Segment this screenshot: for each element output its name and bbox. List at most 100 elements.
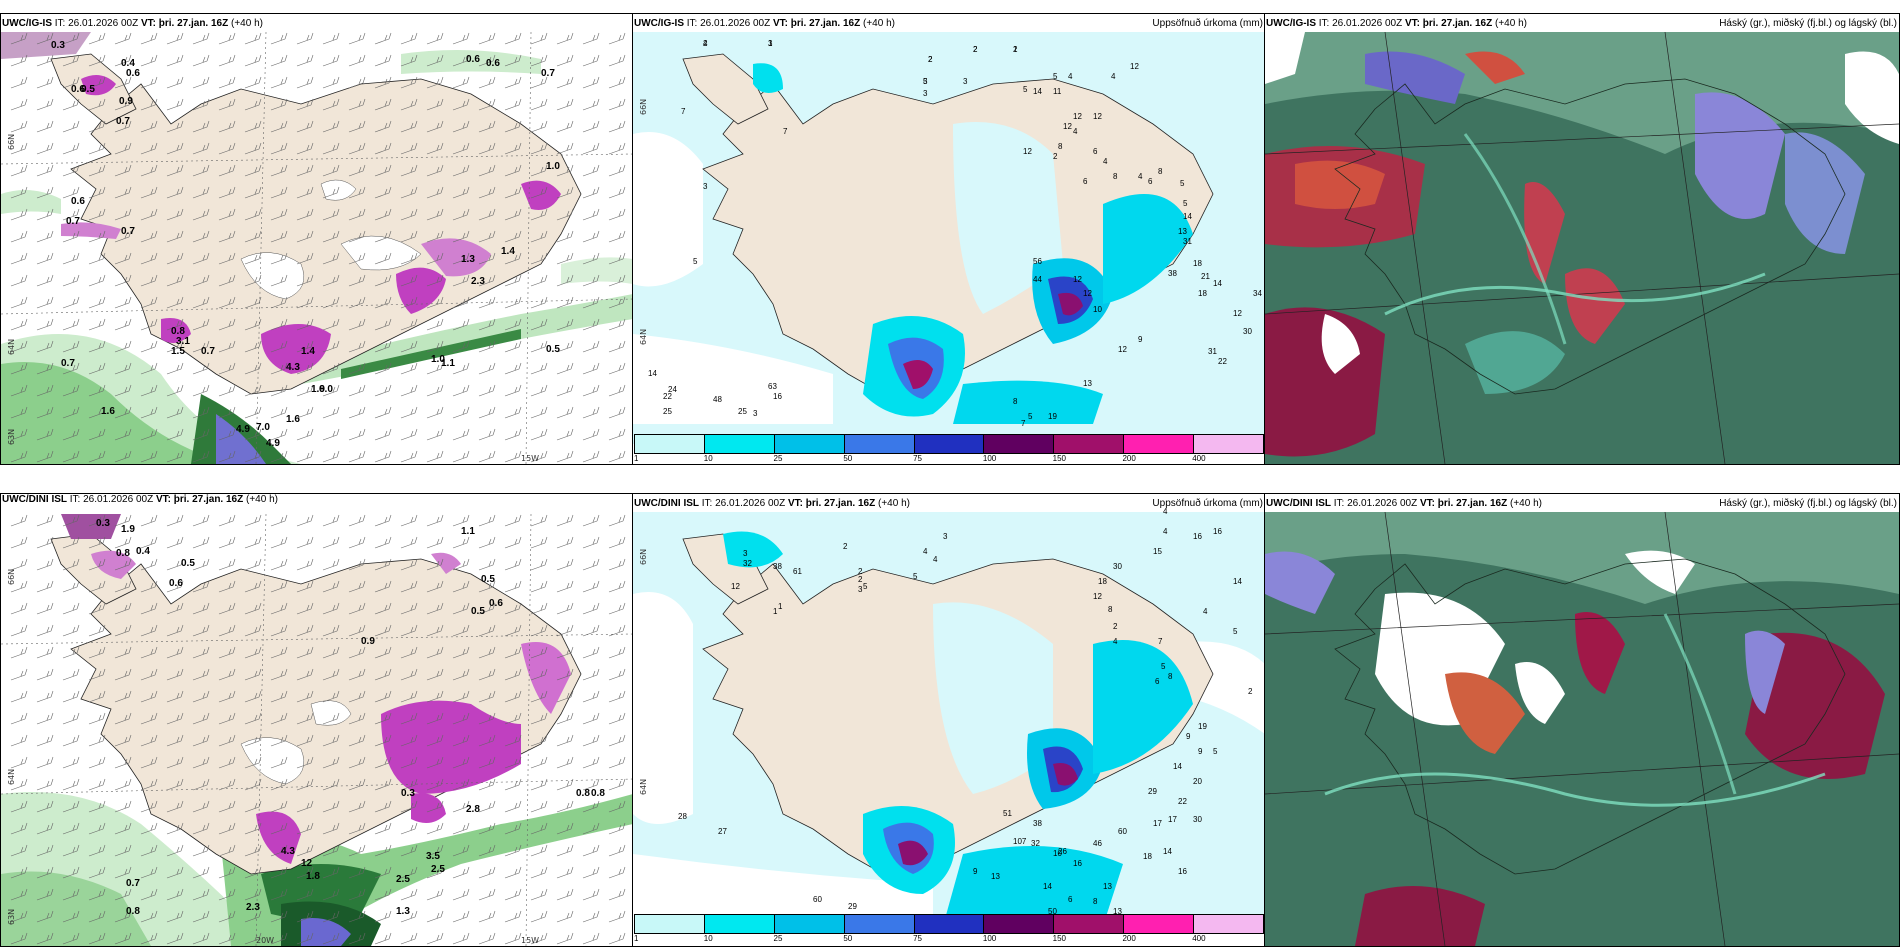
colorbar-tick-label: 10 <box>703 454 713 463</box>
map-value-label: 107 <box>1013 837 1027 846</box>
colorbar-swatch <box>984 435 1055 453</box>
field-title: Háský (gr.), miðský (fj.bl.) og lágský (… <box>1719 498 1897 509</box>
panel-header: UWC/IG-IS IT: 26.01.2026 00Z VT: þri. 27… <box>634 18 895 30</box>
svg-text:66N: 66N <box>639 99 648 115</box>
colorbar-tick-label: 10 <box>703 934 713 943</box>
map-value-label: 1 <box>768 39 773 48</box>
map-value-label: 29 <box>1148 787 1157 796</box>
map-value-label: 0.7 <box>116 116 130 127</box>
map-value-label: 0.6 <box>126 68 140 79</box>
map-value-label: 63 <box>768 382 777 391</box>
map-value-label: 12 <box>1233 309 1242 318</box>
valid-label: VT: <box>155 494 171 505</box>
map-value-label: 3 <box>943 532 948 541</box>
model-name: UWC/DINI ISL <box>2 494 67 505</box>
map-value-label: 38 <box>773 562 782 571</box>
valid-time: þri. 27.jan. 16Z <box>173 494 244 505</box>
colorbar-ticks: 1 10 25 50 75 100 150 200 400 <box>634 454 1262 464</box>
map-value-label: 0.6 <box>489 598 503 609</box>
colorbar-tick-label: 200 <box>1122 934 1136 943</box>
init-time: IT: 26.01.2026 00Z <box>1318 18 1403 29</box>
map-value-label: 13 <box>1113 907 1122 916</box>
colorbar-swatch <box>844 435 915 453</box>
map-value-label: 11 <box>1053 87 1062 96</box>
map-value-label: 15 <box>1153 547 1162 556</box>
map-value-label: 1.0 <box>431 354 445 365</box>
map-value-label: 3 <box>703 182 708 191</box>
map-value-label: 1.9 <box>121 524 135 535</box>
map-value-label: 0.7 <box>126 878 140 889</box>
field-title: Háský (gr.), miðský (fj.bl.) og lágský (… <box>1719 18 1897 29</box>
colorbar-swatch <box>774 915 845 933</box>
colorbar <box>634 434 1264 454</box>
map-value-label: 5 <box>863 582 868 591</box>
map-value-label: 32 <box>743 559 752 568</box>
map-value-label: 1.8 <box>306 871 320 882</box>
map-value-label: 7.0 <box>256 422 270 433</box>
map-value-label: 1.6 <box>101 406 115 417</box>
valid-time: þri. 27.jan. 16Z <box>158 18 229 29</box>
panel-top-mid: UWC/IG-IS IT: 26.01.2026 00Z VT: þri. 27… <box>632 13 1266 465</box>
map-value-label: 1.4 <box>501 246 515 257</box>
colorbar-tick-label: 75 <box>913 454 923 463</box>
lead-time: (+40 h) <box>1495 18 1527 29</box>
map-value-label: 5 <box>1161 662 1166 671</box>
colorbar-swatch <box>1194 435 1264 453</box>
map-value-label: 1 <box>1013 45 1018 54</box>
map-value-label: 2.8 <box>466 804 480 815</box>
map-value-label: 16 <box>1213 527 1222 536</box>
colorbar-swatch <box>1054 915 1125 933</box>
map-value-label: 6 <box>1093 147 1098 156</box>
map-value-label: 0.3 <box>51 40 65 51</box>
map-value-label: 18 <box>1193 259 1202 268</box>
panel-top-left: UWC/IG-IS IT: 26.01.2026 00Z VT: þri. 27… <box>0 13 634 465</box>
map-value-label: 8 <box>1168 672 1173 681</box>
map-value-label: 12 <box>1093 592 1102 601</box>
panel-header: UWC/DINI ISL IT: 26.01.2026 00Z VT: þri.… <box>2 494 278 506</box>
colorbar-tick-label: 400 <box>1192 934 1206 943</box>
colorbar-swatch <box>1124 915 1195 933</box>
map-value-label: 12 <box>1083 289 1092 298</box>
map-value-label: 0.5 <box>81 84 95 95</box>
map-value-label: 5 <box>693 257 698 266</box>
map-value-label: 3 <box>743 549 748 558</box>
map-value-label: 0.8 <box>116 548 130 559</box>
map-value-label: 19 <box>1048 412 1057 421</box>
init-time: IT: 26.01.2026 00Z <box>54 18 139 29</box>
map-value-label: 4 <box>1203 607 1208 616</box>
svg-text:64N: 64N <box>639 779 648 795</box>
map-value-label: 12 <box>301 858 313 869</box>
map-value-label: 0.6 <box>169 578 183 589</box>
map-value-label: 14 <box>1233 577 1242 586</box>
map-value-label: 5 <box>923 77 928 86</box>
map-value-label: 0.6 <box>466 54 480 65</box>
svg-text:66N: 66N <box>639 549 648 565</box>
map-value-label: 7 <box>1021 419 1026 428</box>
map-value-label: 0.5 <box>481 574 495 585</box>
valid-time: þri. 27.jan. 16Z <box>805 498 876 509</box>
map-value-label: 6 <box>1148 177 1153 186</box>
map-value-label: 6 <box>1068 895 1073 904</box>
map-value-label: 6 <box>1155 677 1160 686</box>
map-value-label: 8 <box>1013 397 1018 406</box>
map-value-label: 5 <box>1213 747 1218 756</box>
map-value-label: 7 <box>1158 637 1163 646</box>
lon-label: 20W <box>256 936 274 945</box>
init-time: IT: 26.01.2026 00Z <box>686 18 771 29</box>
map-value-label: 27 <box>718 827 727 836</box>
map-value-label: 46 <box>1093 839 1102 848</box>
map-value-label: 9 <box>1186 732 1191 741</box>
colorbar-swatch <box>774 435 845 453</box>
valid-label: VT: <box>772 18 788 29</box>
map-value-label: 5 <box>913 572 918 581</box>
map-value-label: 29 <box>848 902 857 911</box>
lon-label: 15W <box>521 454 539 463</box>
map-value-label: 4 <box>1073 127 1078 136</box>
map-value-label: 0.8 <box>171 326 185 337</box>
map-value-label: 1.1 <box>441 358 455 369</box>
map-value-label: 1.9 <box>311 384 325 395</box>
map-value-label: 5 <box>1180 179 1185 188</box>
valid-time: þri. 27.jan. 16Z <box>1422 18 1493 29</box>
map-value-label: 0.6 <box>71 196 85 207</box>
